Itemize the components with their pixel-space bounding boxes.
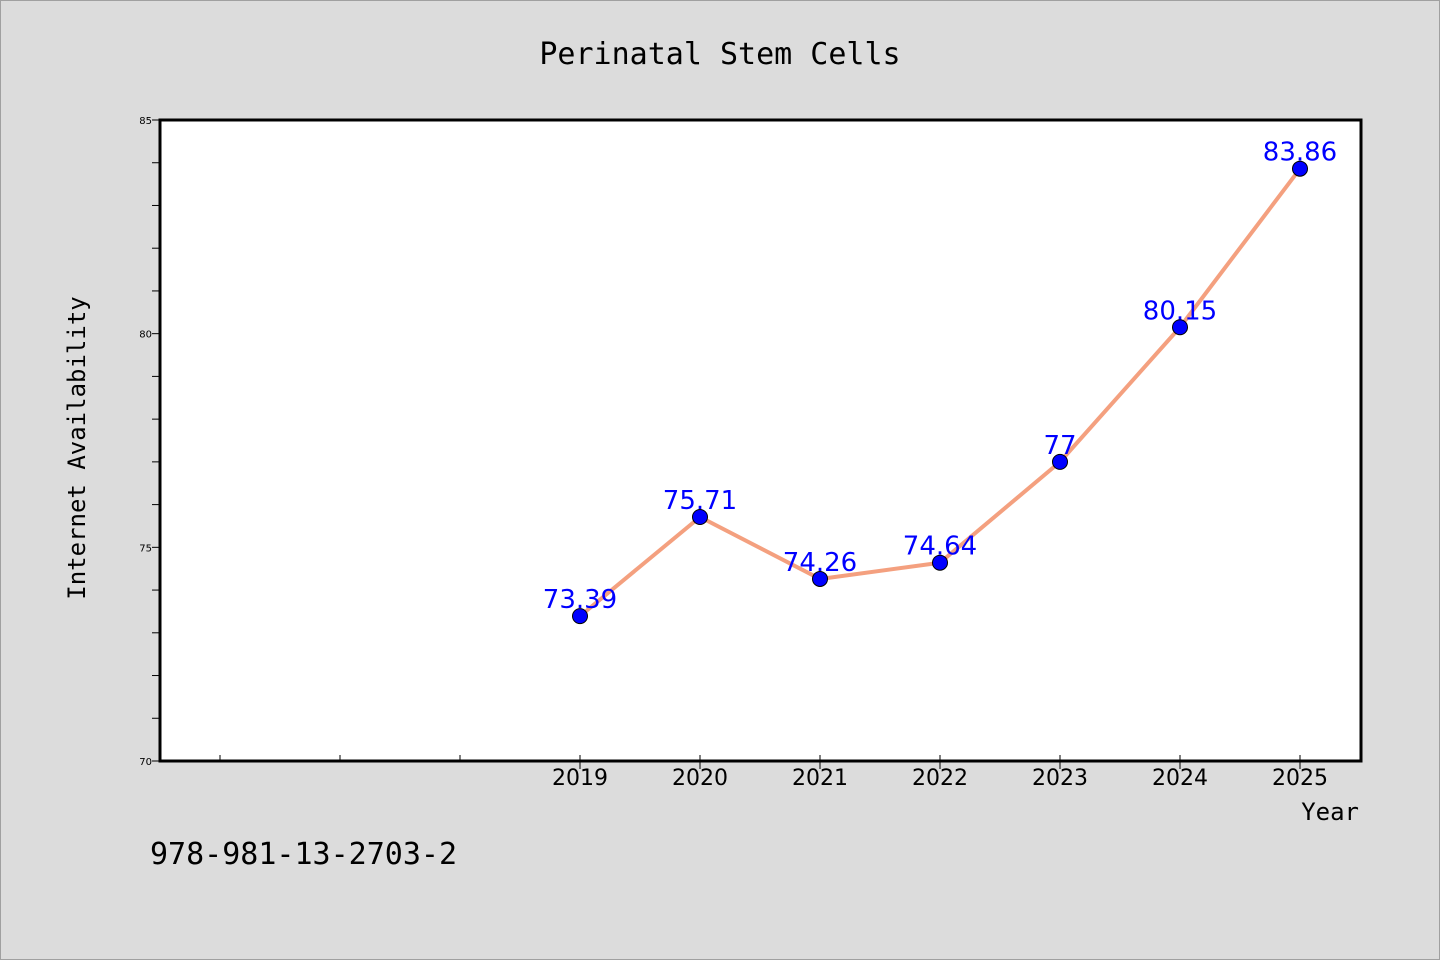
data-point <box>812 570 828 587</box>
data-labels: 73.39 75.71 74.26 74.64 77 80.15 83.86 <box>543 138 1337 615</box>
y-tick-label: 80 <box>139 330 152 341</box>
data-label: 77 <box>1043 431 1076 461</box>
y-tick-label: 75 <box>139 543 152 554</box>
data-label: 75.71 <box>663 486 737 516</box>
data-point <box>1172 319 1188 336</box>
x-tick-label: 2019 <box>552 766 608 791</box>
x-tick-label: 2025 <box>1272 766 1328 791</box>
plot-area <box>158 118 1363 763</box>
data-point <box>1052 453 1068 470</box>
x-tick-label: 2022 <box>912 766 968 791</box>
x-tick-label: 2023 <box>1032 766 1088 791</box>
data-point <box>1292 160 1308 177</box>
isbn-label: 978-981-13-2703-2 <box>150 837 457 872</box>
x-tick-label: 2024 <box>1152 766 1208 791</box>
y-tick-label: 85 <box>139 116 152 127</box>
data-label: 83.86 <box>1263 138 1337 168</box>
y-axis-title: Internet Availability <box>63 296 91 599</box>
y-tick-label: 70 <box>139 757 152 768</box>
x-tick-label: 2020 <box>672 766 728 791</box>
data-point <box>932 554 948 571</box>
data-label: 73.39 <box>543 585 617 615</box>
series-layer <box>572 160 1308 625</box>
y-axis: 70 75 80 85 <box>139 116 160 768</box>
data-label: 80.15 <box>1143 296 1217 326</box>
data-label: 74.26 <box>783 548 857 578</box>
x-tick-label: 2021 <box>792 766 848 791</box>
x-axis: 2019 2020 2021 2022 2023 2024 2025 <box>219 755 1328 791</box>
data-point <box>692 508 708 525</box>
chart-title: Perinatal Stem Cells <box>539 37 900 72</box>
data-point <box>572 608 588 625</box>
x-axis-title: Year <box>1301 798 1359 826</box>
data-label: 74.64 <box>903 532 977 562</box>
